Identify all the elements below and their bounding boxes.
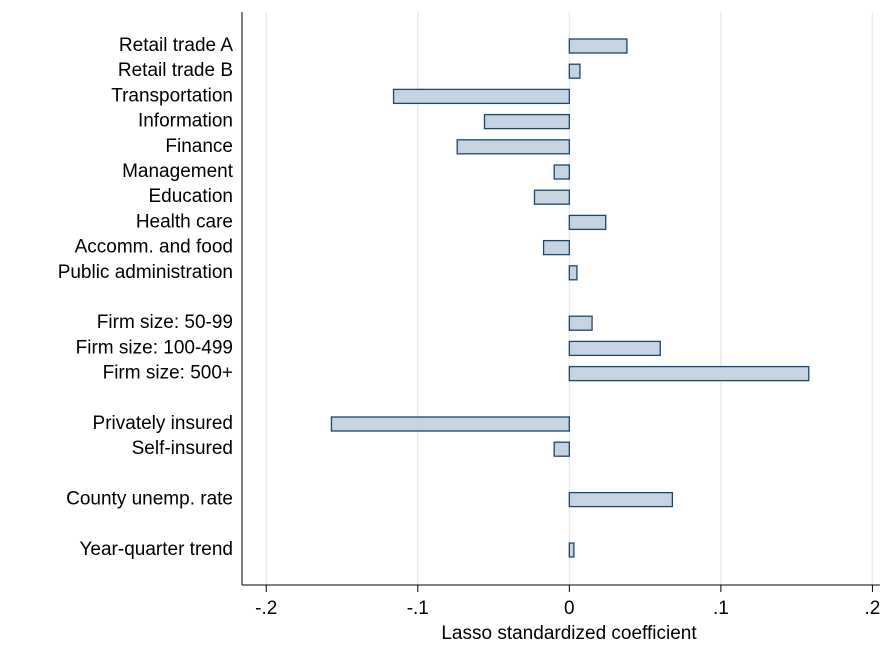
y-tick-label: Transportation	[111, 85, 233, 106]
y-tick-label: Health care	[136, 211, 233, 232]
y-tick-label: Firm size: 50-99	[97, 312, 233, 333]
bar	[568, 214, 607, 231]
bar	[456, 139, 570, 155]
x-tick-label: .1	[713, 598, 729, 619]
y-tick-label: Accomm. and food	[75, 237, 233, 258]
bar	[568, 542, 575, 558]
bar	[392, 88, 570, 105]
bar	[568, 63, 581, 79]
bar	[330, 416, 570, 432]
bar	[533, 189, 570, 205]
y-tick-label: Finance	[165, 136, 233, 157]
x-tick-label: 0	[564, 598, 575, 619]
bar	[542, 239, 570, 256]
y-tick-label: Public administration	[58, 262, 233, 283]
y-tick-label: Retail trade A	[119, 35, 233, 56]
y-tick-label: Management	[122, 161, 234, 182]
y-tick-label: Self-insured	[132, 438, 233, 459]
x-axis-label: Lasso standardized coefficient	[441, 623, 697, 644]
y-tick-label: Information	[138, 111, 233, 132]
bar	[568, 38, 628, 54]
bar	[568, 265, 578, 281]
bar	[568, 340, 661, 357]
bar	[553, 164, 570, 180]
x-tick-label: .2	[864, 598, 880, 619]
x-tick-label: -.1	[407, 598, 429, 619]
x-tick-label: -.2	[255, 598, 277, 619]
bar	[568, 315, 593, 331]
y-tick-label: Firm size: 500+	[103, 363, 233, 384]
y-tick-label: Education	[148, 186, 233, 207]
bar	[553, 441, 570, 457]
y-tick-label: Firm size: 100-499	[76, 337, 233, 358]
bar	[483, 113, 570, 130]
y-tick-label: County unemp. rate	[66, 489, 233, 510]
bar	[568, 365, 810, 382]
y-tick-label: Retail trade B	[118, 60, 233, 81]
bar	[568, 491, 674, 508]
y-tick-label: Privately insured	[93, 413, 233, 434]
y-tick-label: Year-quarter trend	[79, 539, 233, 560]
